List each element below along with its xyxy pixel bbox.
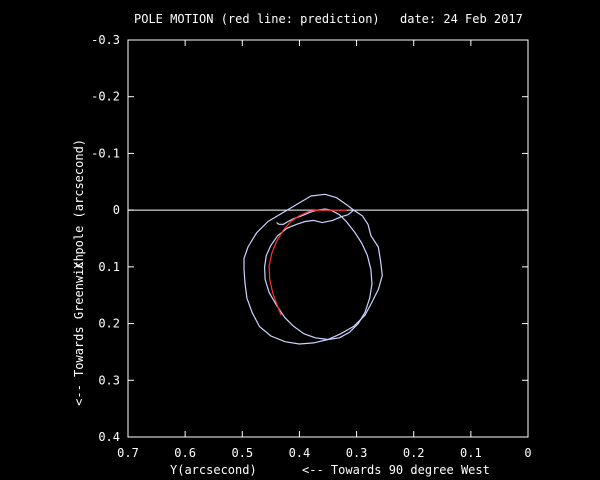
observed-track-2 [264, 208, 373, 341]
axis-ticks: 0.7 0.6 0.5 0.4 0.3 0.2 0.1 0 -0.3 -0.2 -0.1 0 0.1 0.… [91, 33, 532, 460]
x-axis-note: <-- Towards 90 degree West [302, 463, 490, 477]
y-tick-label: -0.2 [91, 90, 120, 104]
y-tick-label: 0.4 [98, 430, 120, 444]
x-tick-label: 0.3 [346, 446, 368, 460]
y-tick-label: 0.1 [98, 260, 120, 274]
observed-track-1 [243, 193, 383, 345]
plot-frame [127, 39, 529, 438]
x-tick-label: 0.4 [289, 446, 311, 460]
y-tick-label: -0.1 [91, 146, 120, 160]
y-tick-label: 0 [113, 203, 120, 217]
y-axis-note: <-- Towards Greenwich [72, 254, 86, 406]
prediction-line [268, 209, 347, 316]
y-axis-label: X pole (arcsecond) [72, 139, 86, 269]
x-tick-label: 0.7 [117, 446, 139, 460]
y-tick-label: -0.3 [91, 33, 120, 47]
y-tick-label: 0.3 [98, 373, 120, 387]
x-tick-label: 0.2 [403, 446, 425, 460]
x-tick-label: 0.6 [174, 446, 196, 460]
series-group [243, 193, 383, 345]
x-tick-label: 0.5 [231, 446, 253, 460]
y-tick-label: 0.2 [98, 317, 120, 331]
x-axis-label: Y(arcsecond) [170, 463, 257, 477]
chart-date: date: 24 Feb 2017 [400, 12, 523, 26]
chart-title: POLE MOTION (red line: prediction) [134, 12, 380, 26]
x-tick-label: 0 [524, 446, 531, 460]
x-tick-label: 0.1 [460, 446, 482, 460]
